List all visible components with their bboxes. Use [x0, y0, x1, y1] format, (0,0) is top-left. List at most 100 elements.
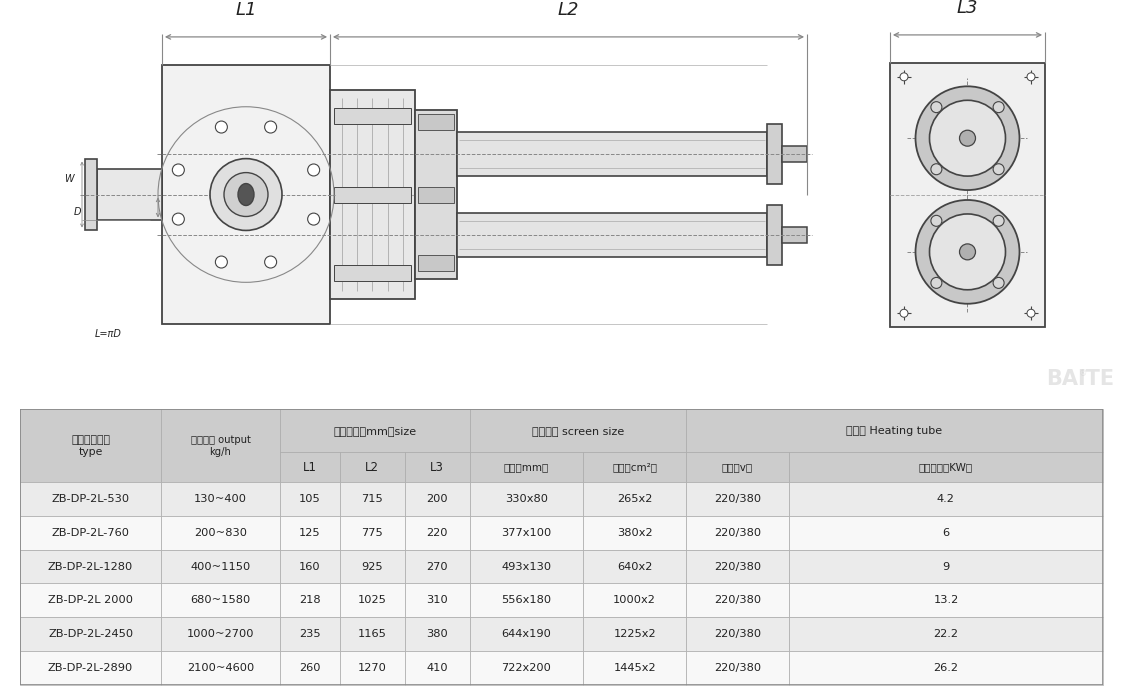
Circle shape	[265, 121, 277, 133]
Text: 925: 925	[361, 561, 383, 572]
Bar	[160, 617, 280, 651]
Bar	[280, 583, 340, 617]
Bar	[160, 550, 280, 583]
Bar	[160, 482, 280, 516]
Bar	[789, 516, 1103, 550]
Circle shape	[265, 256, 277, 268]
Text: 680~1580: 680~1580	[191, 595, 250, 605]
Bar	[789, 452, 1103, 482]
Bar	[789, 583, 1103, 617]
Bar	[20, 651, 160, 685]
Circle shape	[215, 121, 228, 133]
Text: 410: 410	[426, 663, 448, 673]
Bar	[405, 482, 469, 516]
Text: 220/380: 220/380	[714, 528, 761, 538]
Text: 1025: 1025	[358, 595, 386, 605]
Bar	[160, 516, 280, 550]
Bar	[20, 583, 160, 617]
Bar	[334, 108, 411, 124]
Bar	[583, 550, 686, 583]
Bar	[782, 227, 807, 243]
Text: 面积（cm²）: 面积（cm²）	[613, 462, 657, 472]
Bar	[162, 65, 330, 324]
Bar	[767, 205, 782, 265]
Bar	[96, 169, 162, 220]
Text: 4.2: 4.2	[937, 494, 955, 504]
Bar	[334, 266, 411, 281]
Text: 9: 9	[942, 561, 949, 572]
Text: 330x80: 330x80	[505, 494, 548, 504]
Bar	[340, 550, 405, 583]
Circle shape	[993, 164, 1004, 175]
Bar	[890, 63, 1045, 327]
Bar	[686, 482, 789, 516]
Text: 200: 200	[426, 494, 448, 504]
Circle shape	[307, 164, 320, 176]
Text: 电压（v）: 电压（v）	[721, 462, 753, 472]
Text: 493x130: 493x130	[502, 561, 551, 572]
Circle shape	[929, 100, 1005, 176]
Text: 220/380: 220/380	[714, 595, 761, 605]
Text: L1: L1	[303, 461, 316, 473]
Text: 310: 310	[426, 595, 448, 605]
Text: 1000x2: 1000x2	[614, 595, 656, 605]
Bar	[469, 516, 583, 550]
Circle shape	[307, 213, 320, 225]
Text: 377x100: 377x100	[502, 528, 552, 538]
Circle shape	[215, 256, 228, 268]
Text: ZB-DP-2L-760: ZB-DP-2L-760	[52, 528, 129, 538]
Text: 22.2: 22.2	[934, 629, 958, 639]
Text: L1: L1	[236, 1, 257, 19]
Text: 2100~4600: 2100~4600	[187, 663, 254, 673]
Bar	[280, 452, 340, 482]
Circle shape	[900, 73, 908, 80]
Circle shape	[993, 277, 1004, 288]
Text: ZB-DP-2L-2890: ZB-DP-2L-2890	[48, 663, 134, 673]
Text: 220/380: 220/380	[714, 494, 761, 504]
Bar	[469, 452, 583, 482]
Text: 1270: 1270	[358, 663, 386, 673]
Bar	[330, 89, 415, 299]
Bar	[405, 550, 469, 583]
Bar	[340, 452, 405, 482]
Text: 218: 218	[300, 595, 321, 605]
Ellipse shape	[238, 184, 254, 206]
Bar	[782, 147, 807, 162]
Bar	[457, 132, 767, 176]
Text: 200~830: 200~830	[194, 528, 247, 538]
Text: 220: 220	[426, 528, 448, 538]
Circle shape	[959, 244, 975, 260]
Circle shape	[916, 86, 1020, 190]
Text: 26.2: 26.2	[934, 663, 958, 673]
Bar	[340, 583, 405, 617]
Text: 640x2: 640x2	[617, 561, 652, 572]
Bar	[789, 651, 1103, 685]
Circle shape	[1027, 73, 1034, 80]
Text: 260: 260	[300, 663, 321, 673]
Text: 722x200: 722x200	[502, 663, 551, 673]
Bar	[160, 651, 280, 685]
Bar	[686, 516, 789, 550]
Text: ZB-DP-2L-530: ZB-DP-2L-530	[52, 494, 130, 504]
Text: 加热功率（KW）: 加热功率（KW）	[919, 462, 973, 472]
Text: 715: 715	[361, 494, 383, 504]
Text: 235: 235	[300, 629, 321, 639]
Bar	[789, 482, 1103, 516]
Circle shape	[931, 102, 941, 113]
Bar	[280, 516, 340, 550]
Bar	[419, 255, 454, 271]
Text: L2: L2	[558, 1, 579, 19]
Text: 380x2: 380x2	[617, 528, 653, 538]
Text: 6: 6	[942, 528, 949, 538]
Text: 13.2: 13.2	[934, 595, 958, 605]
Bar	[686, 452, 789, 482]
Bar	[686, 583, 789, 617]
Bar	[583, 482, 686, 516]
Bar	[469, 617, 583, 651]
Bar	[340, 482, 405, 516]
Circle shape	[900, 310, 908, 317]
Text: 加热器 Heating tube: 加热器 Heating tube	[846, 426, 942, 436]
Bar	[469, 550, 583, 583]
Bar	[85, 159, 96, 230]
Text: 直径（mm）: 直径（mm）	[504, 462, 549, 472]
